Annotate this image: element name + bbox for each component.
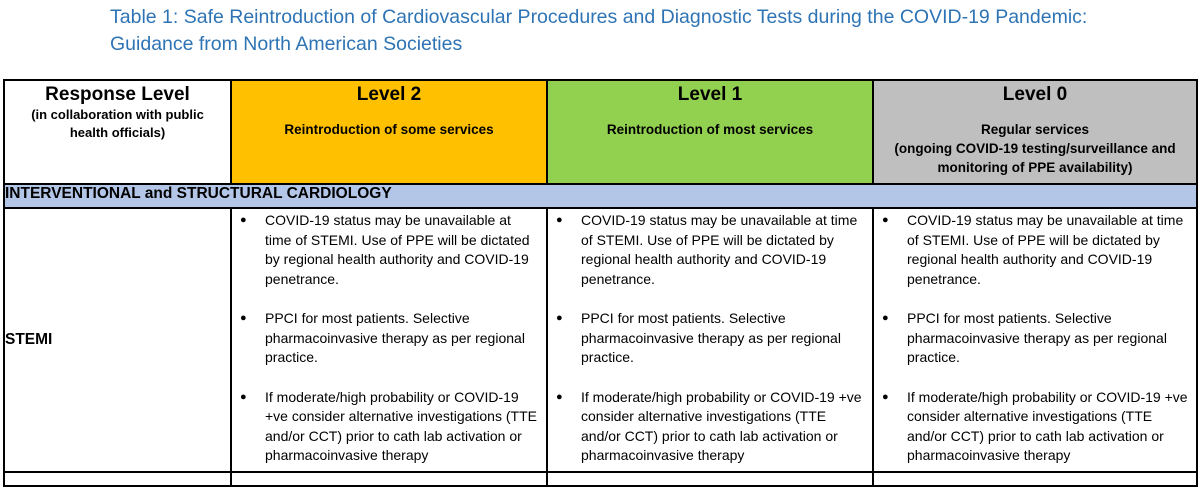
level-2-title: Level 2 [356, 84, 422, 105]
level-1-header: Level 1 Reintroduction of most services [546, 79, 874, 185]
row-label-stemi: STEMI [3, 207, 232, 473]
level-2-description: Reintroduction of some services [284, 122, 494, 137]
level-0-description-2: (ongoing COVID-19 testing/surveillance a… [894, 141, 1176, 156]
level-1-title: Level 1 [677, 84, 743, 105]
bullet-icon: ● [882, 214, 889, 226]
bullet-item: ● COVID-19 status may be unavailable at t… [548, 211, 864, 289]
bullet-text: If moderate/high probability or COVID-19… [265, 388, 537, 464]
response-level-subtitle-2: health officials) [69, 125, 166, 140]
bullet-item: ● If moderate/high probability or COVID-1… [548, 388, 864, 466]
bullet-item: ● If moderate/high probability or COVID-1… [874, 388, 1188, 466]
caption-line-1: Table 1: Safe Reintroduction of Cardiova… [110, 6, 1088, 28]
bullet-item: ● COVID-19 status may be unavailable at t… [874, 211, 1188, 289]
bullet-text: COVID-19 status may be unavailable at ti… [581, 212, 858, 287]
bullet-text: If moderate/high probability or COVID-19… [907, 388, 1188, 464]
caption-line-2: Guidance from North American Societies [110, 33, 463, 55]
bullet-icon: ● [556, 312, 563, 324]
bullet-text: PPCI for most patients. Selective pharma… [581, 310, 841, 365]
level-1-bullet-list: ● COVID-19 status may be unavailable at t… [548, 211, 872, 466]
bullet-text: PPCI for most patients. Selective pharma… [265, 310, 525, 365]
bullet-item: ● PPCI for most patients. Selective pharm… [548, 309, 864, 368]
section-row: INTERVENTIONAL and STRUCTURAL CARDIOLOGY [3, 183, 1198, 209]
response-level-subtitle-1: (in collaboration with public [31, 107, 204, 122]
level-1-description: Reintroduction of most services [606, 122, 814, 137]
tail-cell [3, 471, 232, 487]
bullet-text: COVID-19 status may be unavailable at ti… [907, 212, 1184, 287]
level-2-cell: ● COVID-19 status may be unavailable at t… [230, 207, 548, 473]
level-1-cell: ● COVID-19 status may be unavailable at t… [546, 207, 874, 473]
bullet-icon: ● [240, 390, 247, 403]
level-2-header: Level 2 Reintroduction of some services [230, 79, 548, 185]
bullet-item: ● PPCI for most patients. Selective pharm… [874, 309, 1188, 368]
bullet-icon: ● [882, 390, 889, 403]
bullet-text: COVID-19 status may be unavailable at ti… [265, 212, 530, 287]
bullet-icon: ● [556, 214, 563, 226]
level-2-bullet-list: ● COVID-19 status may be unavailable at t… [232, 211, 546, 466]
bullet-item: ● PPCI for most patients. Selective pharm… [232, 309, 538, 368]
bullet-text: PPCI for most patients. Selective pharma… [907, 310, 1167, 365]
next-row-partial [3, 471, 1198, 487]
guidance-table: Response Level (in collaboration with pu… [3, 79, 1198, 487]
bullet-text: If moderate/high probability or COVID-19… [581, 388, 862, 464]
response-level-header: Response Level (in collaboration with pu… [3, 79, 232, 185]
response-level-title: Response Level [45, 84, 190, 105]
table-header-row: Response Level (in collaboration with pu… [3, 79, 1198, 185]
tail-cell [872, 471, 1198, 487]
level-0-bullet-list: ● COVID-19 status may be unavailable at t… [874, 211, 1196, 466]
stemi-row: STEMI ● COVID-19 status may be unavailabl… [3, 207, 1198, 473]
table-caption: Table 1: Safe Reintroduction of Cardiova… [110, 4, 1190, 58]
level-0-header: Level 0 Regular services (ongoing COVID-… [872, 79, 1198, 185]
bullet-icon: ● [240, 214, 247, 226]
level-0-cell: ● COVID-19 status may be unavailable at t… [872, 207, 1198, 473]
bullet-icon: ● [556, 390, 563, 403]
tail-cell [546, 471, 874, 487]
level-0-title: Level 0 [1002, 84, 1068, 105]
bullet-item: ● COVID-19 status may be unavailable at t… [232, 211, 538, 289]
bullet-icon: ● [240, 312, 247, 324]
level-0-description-3: monitoring of PPE availability) [937, 160, 1133, 175]
bullet-icon: ● [882, 312, 889, 324]
bullet-item: ● If moderate/high probability or COVID-1… [232, 388, 538, 466]
level-0-description: Regular services [980, 122, 1090, 137]
section-heading: INTERVENTIONAL and STRUCTURAL CARDIOLOGY [3, 183, 1198, 209]
tail-cell [230, 471, 548, 487]
